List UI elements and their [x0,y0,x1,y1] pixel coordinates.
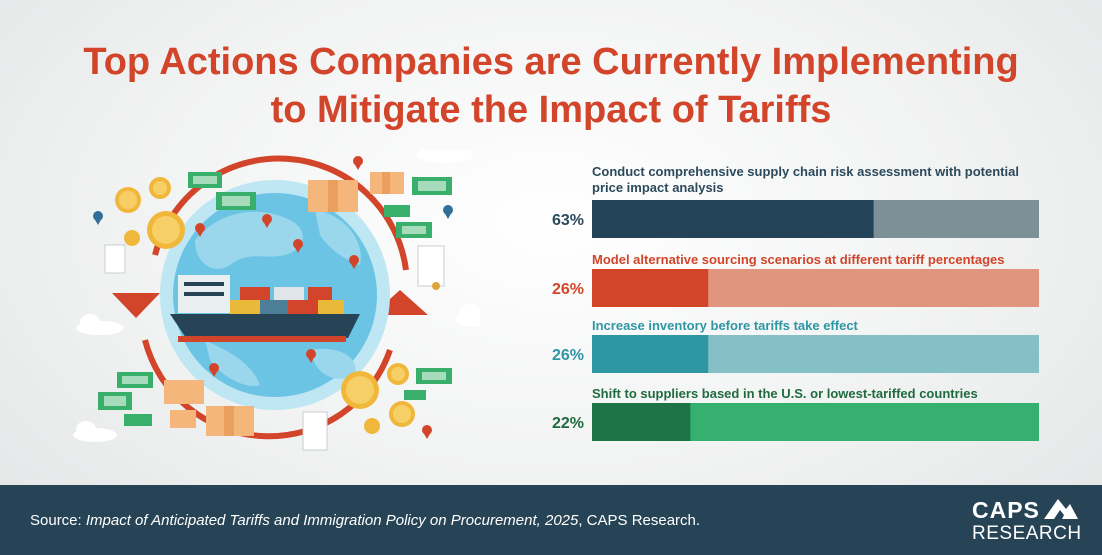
logo-research-text: RESEARCH [972,523,1082,544]
page-title: Top Actions Companies are Currently Impl… [0,38,1102,134]
source-citation: Source: Impact of Anticipated Tariffs an… [30,512,700,529]
category-label: Model alternative sourcing scenarios at … [592,252,1005,267]
cloud-icon [417,150,473,163]
title-line-2: to Mitigate the Impact of Tariffs [270,89,832,131]
category-label: price impact analysis [592,180,724,195]
caps-research-logo: CAPS RESEARCH [972,494,1082,548]
bar [592,403,691,441]
map-pin-icon [195,156,432,439]
banknote-icon [98,172,452,426]
cardboard-box-icon [164,172,404,436]
certificate-icon [104,244,445,451]
category-label: Shift to suppliers based in the U.S. or … [592,386,978,401]
bar [592,335,709,373]
footer: Source: Impact of Anticipated Tariffs an… [0,485,1102,555]
value-label: 63% [552,212,584,229]
value-label: 22% [552,415,584,432]
category-label: Conduct comprehensive supply chain risk … [592,164,1019,179]
title-line-1: Top Actions Companies are Currently Impl… [83,41,1019,83]
dollar-coin-icon [115,177,415,434]
source-title: Impact of Anticipated Tariffs and Immigr… [85,512,579,529]
cloud-icon [76,314,124,335]
map-pin-icon [93,205,453,225]
bar-chart: Conduct comprehensive supply chain risk … [552,164,1039,441]
cloud-icon [73,421,117,442]
mountain-peak-icon [1044,499,1078,519]
value-label: 26% [552,347,584,364]
cloud-icon [454,304,480,327]
source-prefix: Source: [30,512,86,529]
bar [592,200,874,238]
cargo-ship-icon [170,275,360,342]
value-label: 26% [552,281,584,298]
logo-caps-text: CAPS [972,497,1040,523]
trade-illustration [73,150,480,451]
source-suffix: , CAPS Research. [578,512,701,529]
bar [592,269,709,307]
category-label: Increase inventory before tariffs take e… [592,318,859,333]
